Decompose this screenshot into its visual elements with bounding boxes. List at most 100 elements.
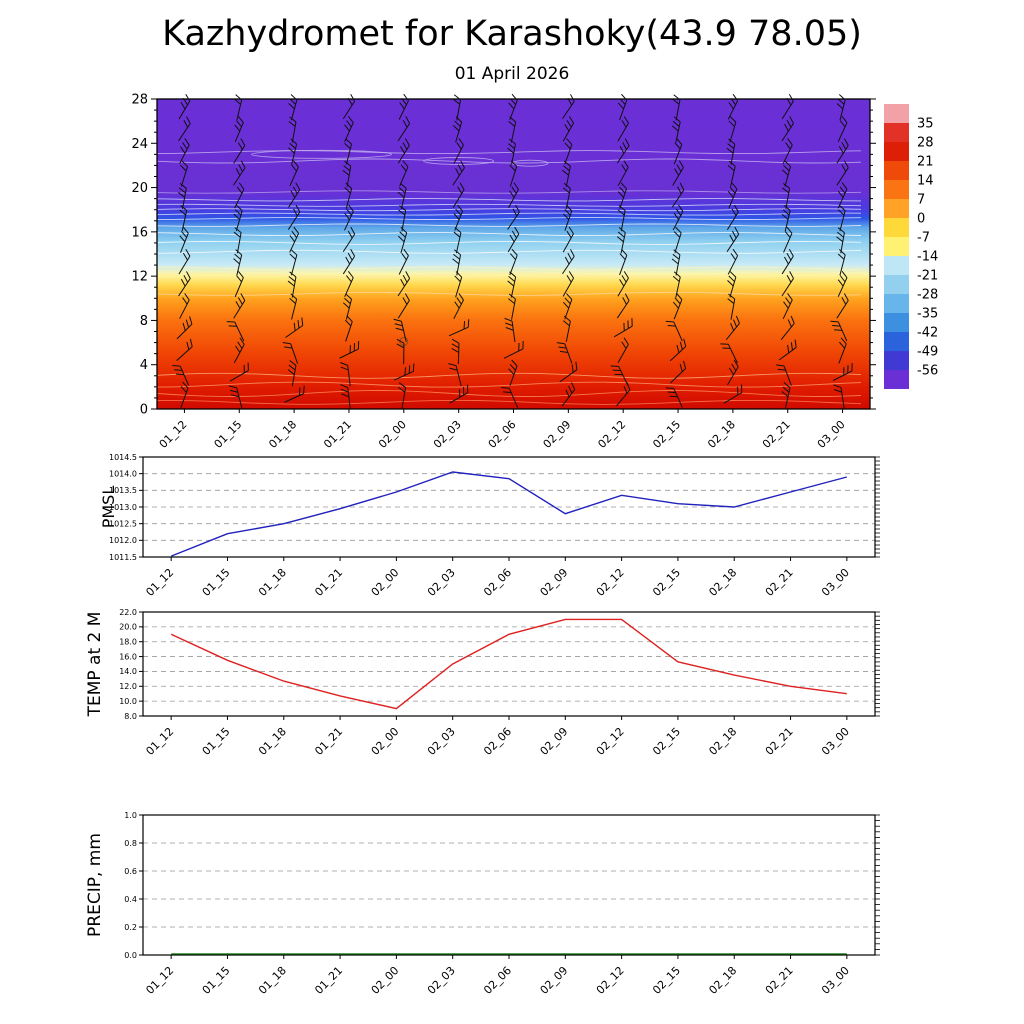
y-tick-label: 18.0	[119, 638, 137, 647]
pmsl-line	[170, 471, 847, 557]
y-tick-label: 1012.5	[109, 519, 137, 528]
colorbar: 35 28 21 14 7 0 -7 -14 -21 -28 -35 -42 -49 -56	[884, 104, 938, 389]
x-tick-label: 01_15	[200, 964, 233, 997]
wind-barbs	[172, 93, 853, 409]
temp-2m-panel: 8.0 10.0 12.0 14.0 16.0 18.0 20.0 22.0 01_12 01_1…	[85, 608, 880, 758]
colorbar-tick-label: -35	[917, 307, 938, 322]
x-tick-label: 02_18	[706, 964, 739, 997]
x-tick-label: 02_09	[538, 566, 571, 599]
x-tick-label: 02_09	[538, 964, 571, 997]
x-tick-label: 02_00	[376, 418, 409, 451]
x-tick-label: 02_09	[538, 725, 571, 758]
x-tick-label: 02_18	[705, 418, 738, 451]
x-tick-label: 02_15	[650, 964, 683, 997]
y-tick-label: 14.0	[119, 667, 137, 676]
x-tick-label: 01_12	[157, 418, 190, 451]
x-tick-label: 02_03	[425, 566, 458, 599]
x-tick-label: 01_12	[143, 964, 176, 997]
page-title: Kazhydromet for Karashoky(43.9 78.05)	[162, 14, 862, 54]
x-tick-label: 02_15	[650, 566, 683, 599]
colorbar-tick-label: 28	[917, 136, 934, 151]
x-tick-label: 02_00	[369, 725, 402, 758]
x-tick-label: 01_15	[200, 566, 233, 599]
colorbar-tick-label: -56	[917, 364, 938, 379]
x-tick-label: 02_18	[706, 725, 739, 758]
y-tick-label: 0.8	[124, 839, 137, 848]
y-tick-label: 10.0	[119, 697, 137, 706]
x-tick-label: 02_21	[763, 964, 796, 997]
x-tick-label: 02_00	[369, 964, 402, 997]
colorbar-tick-label: 7	[917, 193, 925, 208]
colorbar-tick-label: 35	[917, 117, 934, 132]
pmsl-axis-title: PMSL	[99, 486, 118, 529]
colorbar-tick-label: 21	[917, 155, 934, 170]
y-tick-label: 0.6	[124, 867, 137, 876]
y-tick-label: 12.0	[119, 682, 137, 691]
precip-axis-title: PRECIP, mm	[85, 833, 105, 937]
colorbar-tick-label: 0	[917, 212, 925, 227]
x-tick-label: 01_12	[143, 566, 176, 599]
y-tick-label: 24	[131, 137, 148, 152]
x-tick-label: 01_18	[256, 725, 289, 758]
colorbar-tick-label: -21	[917, 269, 938, 284]
y-tick-label: 0.2	[124, 923, 137, 932]
colorbar-tick-label: -42	[917, 326, 938, 341]
colorbar-tick-label: 14	[917, 174, 934, 189]
x-tick-label: 03_00	[819, 964, 852, 997]
x-tick-label: 01_15	[200, 725, 233, 758]
pmsl-panel: 1011.5 1012.0 1012.5 1013.0 1013.5 1014.0 1014…	[99, 453, 880, 599]
y-tick-label: 8.0	[124, 712, 137, 721]
y-tick-label: 20.0	[119, 623, 137, 632]
x-tick-label: 01_18	[266, 418, 299, 451]
x-tick-label: 01_18	[256, 964, 289, 997]
x-tick-label: 02_03	[425, 725, 458, 758]
x-tick-label: 01_21	[312, 566, 345, 599]
x-tick-label: 02_12	[595, 418, 628, 451]
temp-2m-line	[170, 618, 847, 710]
x-tick-label: 03_00	[819, 725, 852, 758]
date-subtitle: 01 April 2026	[454, 64, 570, 84]
x-tick-label: 02_00	[369, 566, 402, 599]
y-tick-label: 28	[131, 93, 148, 108]
y-tick-label: 0.4	[124, 895, 137, 904]
x-tick-label: 01_21	[312, 964, 345, 997]
y-tick-label: 1013.5	[109, 486, 137, 495]
y-tick-label: 4	[140, 358, 148, 373]
x-tick-label: 02_09	[541, 418, 574, 451]
x-tick-label: 01_21	[321, 418, 354, 451]
precip-panel: 0.0 0.2 0.4 0.6 0.8 1.0 01_12 01_15 01_18 01_21 02…	[85, 811, 880, 997]
x-tick-label: 02_21	[760, 418, 793, 451]
colorbar-tick-label: -49	[917, 345, 938, 360]
x-tick-label: 02_21	[763, 566, 796, 599]
temp-2m-axis-title: TEMP at 2 M	[85, 612, 105, 718]
x-tick-label: 02_12	[594, 725, 627, 758]
y-tick-label: 1.0	[124, 811, 137, 820]
y-tick-label: 0	[140, 403, 148, 418]
x-tick-label: 02_03	[431, 418, 464, 451]
x-tick-label: 01_21	[312, 725, 345, 758]
x-tick-label: 02_21	[763, 725, 796, 758]
y-tick-label: 0.0	[124, 951, 137, 960]
x-tick-label: 02_06	[486, 418, 519, 451]
x-tick-label: 02_15	[650, 725, 683, 758]
colorbar-tick-label: -28	[917, 288, 938, 303]
x-tick-label: 03_00	[819, 566, 852, 599]
y-tick-label: 1012.0	[109, 536, 137, 545]
x-tick-label: 02_06	[481, 964, 514, 997]
colorbar-tick-label: -7	[917, 231, 930, 246]
y-tick-label: 12	[131, 270, 148, 285]
x-tick-label: 02_15	[650, 418, 683, 451]
y-tick-label: 20	[131, 181, 148, 196]
x-tick-label: 02_03	[425, 964, 458, 997]
x-tick-label: 03_00	[815, 418, 848, 451]
x-tick-label: 01_12	[143, 725, 176, 758]
colorbar-tick-label: -14	[917, 250, 938, 265]
x-tick-label: 02_06	[481, 725, 514, 758]
x-tick-label: 02_12	[594, 566, 627, 599]
y-tick-label: 1014.0	[109, 469, 137, 478]
y-tick-label: 16	[131, 225, 148, 240]
cross-section-panel: 0 4 8 12 16 20 24 28 01_12 01_15 01_18 01_21 02_00 02…	[131, 93, 876, 451]
y-tick-label: 8	[140, 314, 148, 329]
